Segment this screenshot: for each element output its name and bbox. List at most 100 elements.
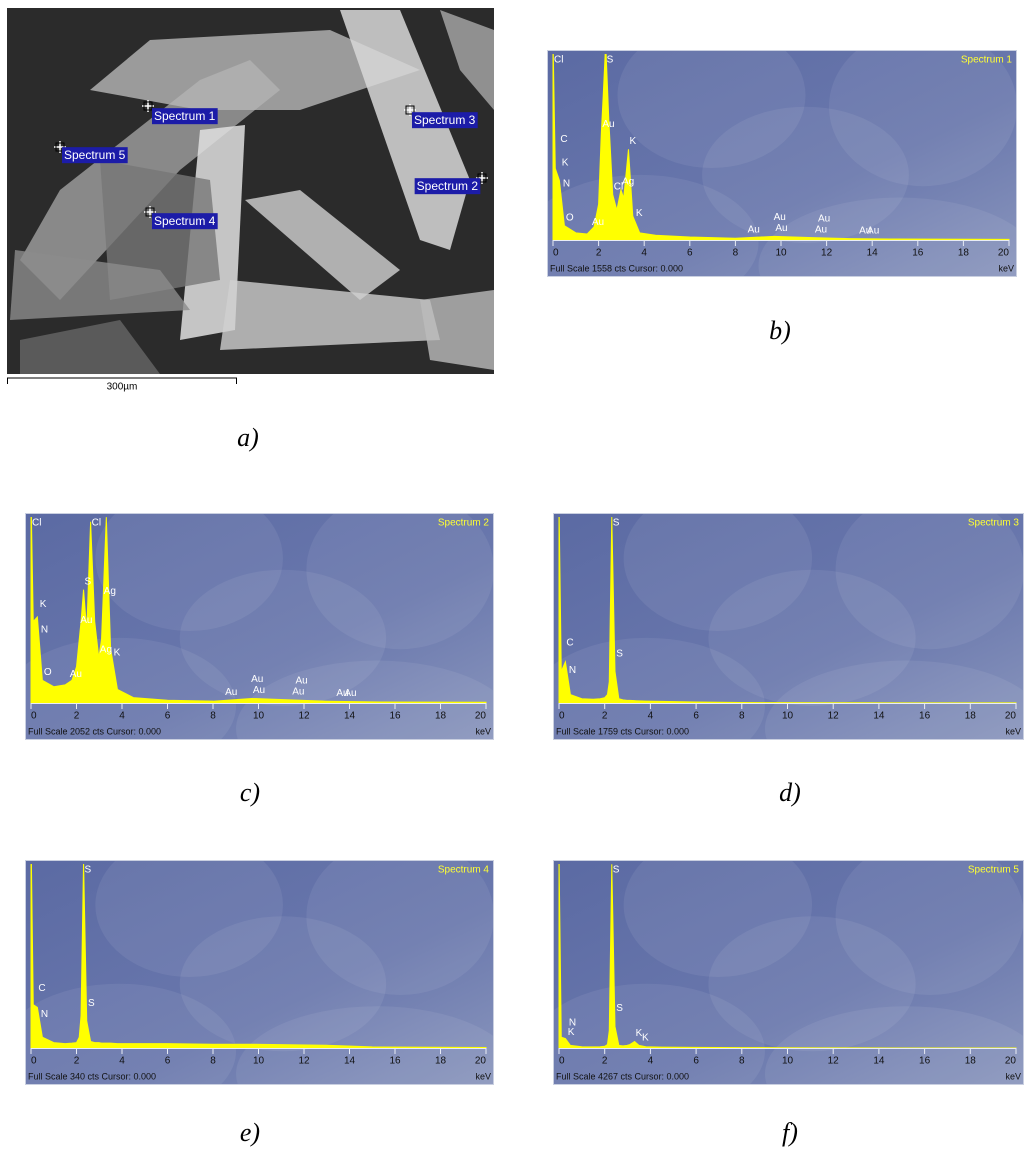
background-texture (179, 916, 387, 1052)
background-texture (764, 1006, 1027, 1142)
x-tick-label: 8 (733, 248, 739, 259)
peak-label: S (616, 649, 623, 660)
peak-label: Cl (614, 181, 623, 192)
x-tick-label: 16 (919, 711, 931, 722)
peak-label: Au (336, 688, 348, 699)
x-tick-label: 10 (782, 1056, 794, 1067)
x-tick-label: 14 (873, 711, 885, 722)
x-tick-label: 0 (31, 1056, 37, 1067)
peak-label: O (44, 667, 52, 678)
x-tick-label: 16 (389, 1056, 401, 1067)
sem-image: Spectrum 1 Spectrum 2 Spectrum 3 Spectrum 4… (7, 8, 494, 374)
peak-label: K (562, 157, 569, 168)
x-tick-label: 10 (253, 1056, 265, 1067)
peak-label: N (41, 624, 48, 635)
background-texture (1, 637, 237, 775)
background-texture (95, 485, 283, 632)
scale-bar-label: 300µm (107, 382, 138, 393)
peak-label: S (88, 998, 95, 1009)
spectrum-label-box (152, 213, 218, 230)
caption: b) (769, 316, 791, 345)
x-tick-label: 18 (965, 1056, 977, 1067)
peak-label: Au (344, 688, 356, 699)
x-tick-label: 8 (210, 1056, 216, 1067)
background-texture (623, 833, 813, 977)
background-texture (529, 637, 765, 775)
peak-label: Au (225, 687, 237, 698)
peak-label: Au (775, 223, 787, 234)
peak-label: Au (295, 676, 307, 687)
status-line: Full Scale 340 cts Cursor: 0.000 (28, 1071, 156, 1081)
x-tick-label: 6 (693, 711, 699, 722)
peak-label: Ag (100, 644, 112, 655)
x-tick-label: 20 (1005, 1056, 1017, 1067)
spectrum-panel: 0 2 4 6 8 10 12 14 16 18 20 N C S S Spectrum 3 Full Scal… (529, 485, 1027, 797)
background-texture (179, 569, 387, 706)
peak-label: N (563, 179, 570, 190)
x-tick-label: 16 (919, 1056, 931, 1067)
background-texture (306, 837, 495, 995)
x-tick-label: 0 (553, 248, 559, 259)
peak-label: Au (815, 224, 827, 235)
x-tick-label: 20 (998, 248, 1010, 259)
x-tick-label: 20 (475, 711, 487, 722)
background-texture (708, 569, 916, 706)
x-tick-label: 4 (648, 1056, 654, 1067)
x-tick-label: 2 (74, 1056, 80, 1067)
peak-label: Au (253, 685, 265, 696)
x-unit: keV (475, 1071, 491, 1081)
spectrum-label: Spectrum 1 (154, 109, 216, 123)
peak-label: Cl (32, 518, 41, 529)
peak-label: Cl (554, 55, 563, 66)
panel-frame (553, 860, 1024, 1085)
x-tick-label: 14 (873, 1056, 885, 1067)
peak-label: K (568, 1027, 575, 1038)
background-texture (236, 1006, 518, 1142)
x-tick-label: 0 (31, 711, 37, 722)
caption: a) (237, 423, 259, 452)
x-unit: keV (1005, 726, 1021, 736)
background-texture (623, 485, 813, 632)
spectrum-area (30, 517, 487, 703)
panel-frame (25, 513, 494, 740)
background-texture (1, 983, 237, 1119)
background-texture (835, 837, 1024, 995)
spectrum-label-box (152, 108, 218, 125)
x-tick-label: 6 (693, 1056, 699, 1067)
caption: e) (240, 1118, 260, 1147)
peak-label: S (85, 576, 92, 587)
background-texture (758, 197, 1027, 334)
panel-frame (547, 50, 1017, 277)
peak-label: N (569, 665, 576, 676)
peak-label: N (41, 1009, 48, 1020)
background-texture (764, 660, 1027, 797)
x-tick-label: 16 (912, 248, 924, 259)
peak-label: Au (251, 674, 263, 685)
peak-label: C (566, 637, 573, 648)
x-tick-label: 18 (435, 711, 447, 722)
peak-label: K (114, 647, 121, 658)
x-tick-label: 14 (344, 1056, 356, 1067)
marker-box (55, 142, 65, 152)
peak-label: N (569, 1018, 576, 1029)
caption: c) (240, 778, 260, 807)
spectrum-area (558, 517, 1017, 703)
peak-label: K (636, 208, 643, 219)
x-tick-label: 12 (828, 1056, 840, 1067)
background-texture (617, 22, 806, 169)
spectrum-title: Spectrum 2 (438, 518, 490, 529)
peak-label: Au (592, 217, 604, 228)
x-tick-label: 2 (602, 711, 608, 722)
spectrum-title: Spectrum 5 (968, 865, 1020, 876)
peak-label: K (636, 1028, 643, 1039)
x-tick-label: 14 (867, 248, 879, 259)
marker-box (477, 173, 487, 183)
peak-label: Au (70, 669, 82, 680)
x-tick-label: 10 (782, 711, 794, 722)
x-tick-label: 12 (828, 711, 840, 722)
peak-label: S (616, 1003, 623, 1014)
spectrum-label: Spectrum 4 (154, 214, 216, 228)
spectrum-label: Spectrum 5 (64, 148, 126, 162)
